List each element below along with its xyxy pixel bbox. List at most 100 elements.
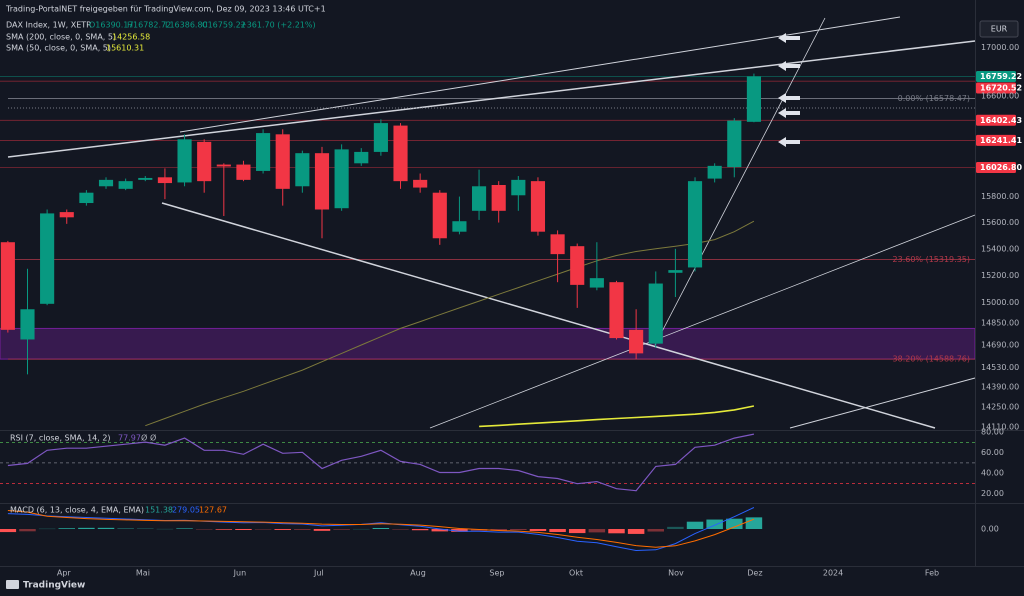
price-label: 16026.80 <box>980 163 1022 172</box>
histogram-bar <box>333 529 350 530</box>
trend-line <box>7 40 976 158</box>
candle-body <box>746 76 761 122</box>
currency-box[interactable] <box>979 20 1019 38</box>
price-label: 16720.52 <box>980 83 1022 92</box>
candle-body <box>0 242 15 330</box>
histogram-bar <box>78 527 95 529</box>
ohlc-change: +361.70 (+2.21%) <box>240 21 316 30</box>
candle-body <box>452 221 467 232</box>
histogram-bar <box>19 529 36 532</box>
rsi-line <box>7 433 755 492</box>
histogram-bar <box>647 529 665 532</box>
histogram-bar <box>549 529 566 532</box>
sma-line <box>145 220 755 427</box>
histogram-bar <box>156 528 174 530</box>
chart-title: DAX Index, 1W, XETR <box>6 21 92 30</box>
histogram-bar <box>706 519 723 529</box>
histogram-bar <box>392 529 409 530</box>
y-tick-label: 15800.00 <box>981 192 1019 201</box>
legend-value: 14256.58 <box>112 33 150 42</box>
arrow <box>778 33 800 43</box>
macd-value: 127.67 <box>199 506 227 515</box>
fib-label: 0.00% (16578.47) <box>898 94 970 103</box>
sma-line <box>479 405 755 428</box>
price-label-box <box>976 82 1016 94</box>
y-tick-label: 15400.00 <box>981 244 1019 253</box>
candle-body <box>98 179 114 187</box>
arrow <box>778 137 800 147</box>
trend-lines <box>7 16 976 429</box>
candle-body <box>334 149 349 209</box>
y-tick-label: 15200.00 <box>981 271 1019 280</box>
share-note: Trading-PortalNET freigegeben für Tradin… <box>5 5 326 14</box>
logo-icon <box>6 580 19 589</box>
background-layer <box>0 76 976 484</box>
candle-body <box>20 309 35 340</box>
x-tick-label: Nov <box>668 569 684 578</box>
x-tick-label: Feb <box>925 569 939 578</box>
arrows <box>778 33 800 147</box>
candle-body <box>354 151 369 164</box>
histogram-bar <box>411 529 429 531</box>
ohlc-open: O16390.17 <box>89 21 133 30</box>
candle-body <box>157 177 172 184</box>
candle-body <box>373 123 388 152</box>
candle-body <box>413 179 428 188</box>
ohlc-close: C16759.22 <box>202 21 246 30</box>
label-layer: 0.00% (16578.47) 23.60% (15319.35) 38.20% … <box>57 43 1023 578</box>
x-tick-label: Apr <box>57 569 72 578</box>
rsi-na: Ø <box>141 433 147 443</box>
x-tick-label: Mai <box>136 569 150 578</box>
y-tick-label: 40.00 <box>981 469 1004 478</box>
histogram-bar <box>137 528 154 529</box>
y-tick-label: 17000.00 <box>981 43 1019 52</box>
histogram-bar <box>686 521 704 529</box>
candle-body <box>589 278 604 288</box>
price-label-box <box>976 114 1016 126</box>
plot-layer <box>0 73 763 552</box>
trend-line <box>161 202 936 429</box>
candle-body <box>511 179 526 196</box>
brand: TradingView <box>23 581 85 591</box>
candle-body <box>40 213 55 304</box>
zone <box>0 327 976 360</box>
macd-line <box>7 507 755 552</box>
macd-value: 151.38 <box>145 506 173 515</box>
histogram-bar <box>117 528 134 529</box>
y-tick-label: 14390.00 <box>981 383 1019 392</box>
candle-body <box>59 212 74 218</box>
candle-body <box>550 234 565 255</box>
x-tick-label: Okt <box>569 569 583 578</box>
x-tick-label: Jun <box>233 569 247 578</box>
ohlc-high: H16782.72 <box>127 21 171 30</box>
histogram-bar <box>588 529 606 533</box>
legend-entry: SMA (200, close, 0, SMA, 5) <box>6 33 116 42</box>
currency[interactable]: EUR <box>991 25 1008 34</box>
candle-body <box>314 153 330 210</box>
y-tick-label: 60.00 <box>981 448 1004 457</box>
rsi-value: 77.97 <box>118 434 141 443</box>
candle-body <box>118 181 133 189</box>
price-label: 16241.41 <box>980 136 1022 145</box>
histogram-bar <box>431 529 449 532</box>
trend-line <box>654 17 826 346</box>
histogram-bar <box>274 529 291 530</box>
trend-line <box>789 377 976 429</box>
candle-body <box>256 133 271 171</box>
y-tick-label: 0.00 <box>981 525 999 534</box>
candle-body <box>177 139 192 183</box>
candle-body <box>216 164 231 167</box>
y-tick-label: 14110.00 <box>981 423 1019 432</box>
trend-line <box>429 214 976 429</box>
x-tick-label: 2024 <box>823 569 843 578</box>
footer-logo[interactable]: TradingView <box>6 580 85 591</box>
histogram-bar <box>667 526 684 529</box>
candle-body <box>609 282 624 339</box>
candle-body <box>530 181 546 232</box>
candle-body <box>491 184 506 211</box>
histogram-bar <box>568 529 586 534</box>
candle-body <box>275 134 290 189</box>
histogram-bar <box>451 529 468 532</box>
histogram-bar <box>254 529 272 530</box>
